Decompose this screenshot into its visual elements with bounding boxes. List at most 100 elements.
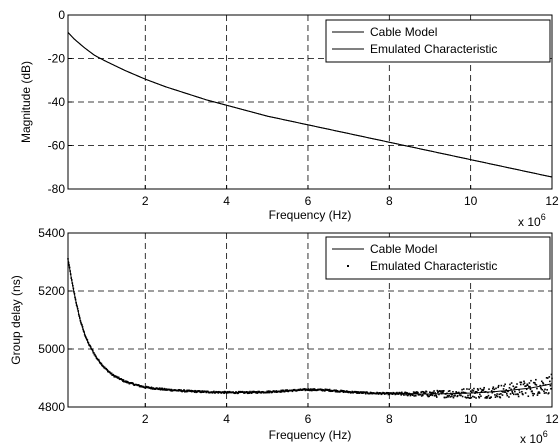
group-delay-series-emulated-characteristic-point xyxy=(488,388,490,390)
group-delay-series-emulated-characteristic-point xyxy=(100,362,103,365)
group-delay-series-emulated-characteristic-point xyxy=(70,277,73,279)
group-delay-series-emulated-characteristic-point xyxy=(430,391,432,394)
group-delay-series-emulated-characteristic-point xyxy=(268,390,270,392)
group-delay-series-emulated-characteristic-point xyxy=(161,387,164,390)
group-delay-series-emulated-characteristic-point xyxy=(508,396,510,398)
group-delay-series-emulated-characteristic-point xyxy=(311,388,314,391)
group-delay-series-emulated-characteristic-point xyxy=(95,355,97,358)
group-delay-series-emulated-characteristic-point xyxy=(304,388,306,390)
group-delay-series-emulated-characteristic-point xyxy=(528,382,531,384)
group-delay-series-emulated-characteristic-point xyxy=(491,387,494,390)
group-delay-series-emulated-characteristic-point xyxy=(428,395,431,397)
group-delay-series-emulated-characteristic-point xyxy=(84,335,87,337)
group-delay-series-emulated-characteristic-point xyxy=(445,396,448,399)
group-delay-series-emulated-characteristic-point xyxy=(150,387,152,390)
group-delay-series-emulated-characteristic-point xyxy=(131,382,133,384)
group-delay-series-emulated-characteristic-point xyxy=(396,391,398,394)
group-delay-series-emulated-characteristic-point xyxy=(538,391,540,393)
group-delay-series-emulated-characteristic-point xyxy=(449,396,452,398)
group-delay-series-emulated-characteristic-point xyxy=(125,380,128,383)
group-delay-series-emulated-characteristic-point xyxy=(369,391,372,394)
group-delay-series-emulated-characteristic-point xyxy=(447,390,450,393)
group-delay-series-emulated-characteristic-point xyxy=(503,391,506,393)
group-delay-x-tick-label-10: 10 xyxy=(464,412,478,426)
group-delay-series-emulated-characteristic-point xyxy=(193,391,196,393)
group-delay-series-emulated-characteristic-point xyxy=(514,386,517,389)
group-delay-series-emulated-characteristic-point xyxy=(468,388,470,391)
group-delay-series-emulated-characteristic-point xyxy=(138,384,140,387)
group-delay-series-emulated-characteristic-point xyxy=(471,389,474,391)
group-delay-series-emulated-characteristic-point xyxy=(105,367,108,370)
group-delay-series-emulated-characteristic-point xyxy=(334,390,337,393)
group-delay-x-multiplier: x 106 xyxy=(520,429,548,446)
magnitude-legend: Cable Model Emulated Characteristic xyxy=(325,19,551,63)
group-delay-series-emulated-characteristic-point xyxy=(479,387,482,390)
group-delay-series-emulated-characteristic-point xyxy=(381,392,384,395)
group-delay-series-emulated-characteristic-point xyxy=(429,394,432,396)
group-delay-series-emulated-characteristic-point xyxy=(217,392,220,394)
group-delay-series-emulated-characteristic-point xyxy=(414,391,417,394)
group-delay-series-emulated-characteristic-point xyxy=(265,391,268,394)
group-delay-series-emulated-characteristic-point xyxy=(71,282,74,284)
group-delay-series-emulated-characteristic-point xyxy=(506,394,509,397)
group-delay-series-emulated-characteristic-point xyxy=(453,392,456,395)
group-delay-series-emulated-characteristic-point xyxy=(406,392,408,394)
group-delay-series-emulated-characteristic-point xyxy=(304,389,307,392)
group-delay-series-emulated-characteristic-point xyxy=(486,396,489,398)
group-delay-series-emulated-characteristic-point xyxy=(476,391,478,394)
group-delay-series-emulated-characteristic-point xyxy=(496,395,499,398)
group-delay-series-emulated-characteristic-point xyxy=(518,391,521,394)
group-delay-series-emulated-characteristic-point xyxy=(517,395,520,398)
group-delay-series-emulated-characteristic-point xyxy=(466,396,469,399)
group-delay-series-emulated-characteristic-point xyxy=(434,393,437,395)
group-delay-series-emulated-characteristic-point xyxy=(160,387,162,390)
group-delay-series-emulated-characteristic-point xyxy=(531,390,533,392)
group-delay-series-emulated-characteristic-point xyxy=(432,392,435,395)
group-delay-series-emulated-characteristic-point xyxy=(214,391,217,394)
magnitude-y-tick-label-20: -20 xyxy=(48,52,66,66)
group-delay-series-emulated-characteristic-point xyxy=(170,388,173,391)
group-delay-series-emulated-characteristic-point xyxy=(404,391,407,394)
group-delay-series-emulated-characteristic-point xyxy=(73,291,75,293)
group-delay-series-emulated-characteristic-point xyxy=(89,345,92,348)
group-delay-series-emulated-characteristic-point xyxy=(117,376,120,379)
group-delay-series-emulated-characteristic-point xyxy=(99,362,102,364)
group-delay-series-emulated-characteristic-point xyxy=(465,397,468,399)
magnitude-series xyxy=(67,32,553,178)
group-delay-series-emulated-characteristic-point xyxy=(399,392,402,395)
group-delay-series-emulated-characteristic-point xyxy=(470,396,473,399)
group-delay-series-emulated-characteristic-point xyxy=(364,392,367,395)
group-delay-series-emulated-characteristic-point xyxy=(545,377,548,379)
group-delay-series-emulated-characteristic-point xyxy=(415,392,418,395)
group-delay-series-emulated-characteristic-point xyxy=(515,393,517,396)
group-delay-series-emulated-characteristic-point xyxy=(128,382,130,384)
magnitude-x-axis-label: Frequency (Hz) xyxy=(269,208,352,222)
group-delay-series-emulated-characteristic-point xyxy=(72,287,75,290)
group-delay-series-emulated-characteristic-point xyxy=(79,317,81,319)
group-delay-series-emulated-characteristic-point xyxy=(518,389,520,391)
group-delay-series-emulated-characteristic-point xyxy=(72,284,74,287)
group-delay-series-emulated-characteristic-point xyxy=(205,390,207,393)
group-delay-series-emulated-characteristic-point xyxy=(83,333,86,336)
group-delay-series-emulated-characteristic-point xyxy=(82,330,85,332)
group-delay-series-emulated-characteristic-point xyxy=(76,305,78,308)
group-delay-series-emulated-characteristic-point xyxy=(191,390,193,393)
group-delay-series-emulated-characteristic-point xyxy=(504,383,506,386)
group-delay-series-emulated-characteristic-point xyxy=(419,393,422,396)
group-delay-series-emulated-characteristic-point xyxy=(537,392,539,395)
group-delay-series-emulated-characteristic-point xyxy=(478,396,481,399)
group-delay-series-emulated-characteristic-point xyxy=(495,394,498,397)
group-delay-series-emulated-characteristic-point xyxy=(310,388,312,390)
group-delay-series-emulated-characteristic-point xyxy=(434,392,436,394)
group-delay-series-emulated-characteristic-point xyxy=(370,391,373,394)
group-delay-series-emulated-characteristic-point xyxy=(448,394,450,397)
group-delay-series-emulated-characteristic-point xyxy=(79,320,82,322)
magnitude-series-emulated-characteristic-line xyxy=(67,32,553,178)
group-delay-series-emulated-characteristic-point xyxy=(436,389,439,392)
group-delay-series-emulated-characteristic-point xyxy=(279,391,282,393)
group-delay-series-emulated-characteristic-point xyxy=(520,381,523,384)
group-delay-series-emulated-characteristic-point xyxy=(350,391,353,394)
group-delay-series-emulated-characteristic-point xyxy=(97,358,100,361)
group-delay-series-emulated-characteristic-point xyxy=(195,391,197,394)
group-delay-series-emulated-characteristic-point xyxy=(405,393,407,396)
